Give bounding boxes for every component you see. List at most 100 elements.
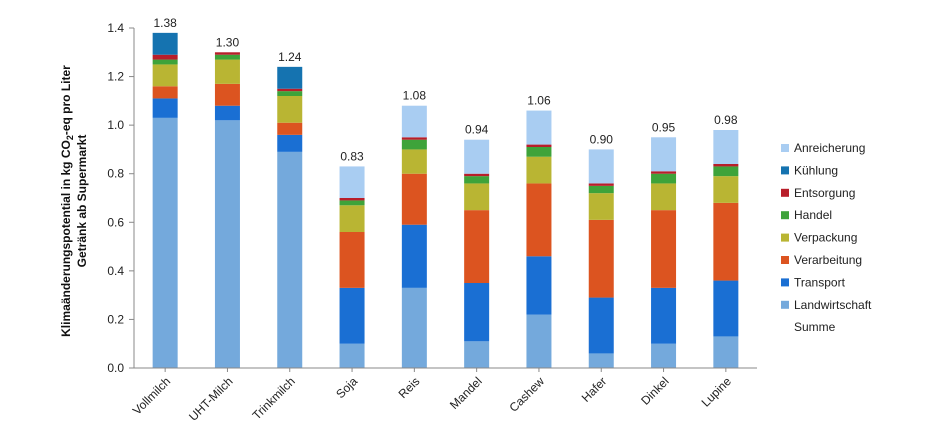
bar-segment-handel: [152, 59, 178, 65]
x-axis: Vollmilch UHT-Milch Trinkmilch Soja Reis Mand…: [130, 367, 757, 424]
y-tick-label: 0.6: [107, 215, 124, 229]
bar-segment-verpackung: [651, 183, 677, 211]
bar-segment-landwirtschaft: [401, 287, 427, 368]
bar-segment-landwirtschaft: [526, 314, 552, 368]
legend-label: Landwirtschaft: [794, 298, 872, 312]
bar-segment-handel: [713, 166, 739, 177]
bar-segment-verpackung: [152, 64, 178, 87]
total-label: 1.30: [216, 35, 240, 49]
x-tick-label: Reis: [396, 374, 423, 401]
bar-segment-landwirtschaft: [588, 353, 614, 368]
legend-swatch-landwirtschaft: [781, 300, 789, 309]
x-tick-label: Dinkel: [638, 374, 671, 407]
total-label: 0.98: [714, 113, 738, 127]
y-axis-label: Klimaänderungspotential in kg CO2-eq pro…: [59, 65, 89, 337]
y-tick-label: 0.0: [107, 361, 124, 375]
bar-segment-transport: [526, 256, 552, 315]
y-tick-label: 1.4: [107, 21, 124, 35]
bars: [152, 32, 739, 369]
legend-label: Verpackung: [794, 231, 857, 245]
bar-segment-anreicherung: [339, 166, 365, 198]
total-label: 1.06: [527, 94, 551, 108]
x-tick-label: Lupine: [699, 374, 735, 410]
x-tick-label: UHT-Milch: [186, 374, 235, 423]
bar-segment-entsorgung: [526, 144, 552, 147]
bar-segment-transport: [339, 287, 365, 344]
x-tick-label: Cashew: [507, 374, 548, 415]
bar-segment-anreicherung: [464, 139, 490, 174]
bar-segment-landwirtschaft: [339, 343, 365, 368]
bar-segment-verarbeitung: [214, 83, 240, 106]
legend-label: Summe: [794, 320, 836, 334]
total-label: 0.94: [465, 123, 489, 137]
bar-segment-verarbeitung: [152, 86, 178, 99]
legend-label: Verarbeitung: [794, 253, 862, 267]
legend: Anreicherung Kühlung Entsorgung Handel Verpa…: [781, 141, 872, 334]
total-label: 1.38: [153, 16, 177, 30]
legend-label: Transport: [794, 275, 846, 289]
x-tick-label: Soja: [333, 374, 360, 401]
bar-segment-entsorgung: [588, 183, 614, 186]
legend-label: Kühlung: [794, 163, 838, 177]
legend-swatch-verpackung: [781, 233, 789, 242]
legend-swatch-entsorgung: [781, 188, 789, 197]
bar-segment-landwirtschaft: [152, 117, 178, 368]
legend-swatch-anreicherung: [781, 144, 789, 152]
bar-segment-kühlung: [152, 32, 178, 55]
bar-segment-handel: [526, 147, 552, 157]
x-tick-label: Trinkmilch: [250, 374, 298, 422]
legend-swatch-handel: [781, 211, 789, 220]
bar-segment-verarbeitung: [651, 210, 677, 288]
bar-segment-transport: [713, 280, 739, 337]
bar-segment-entsorgung: [339, 198, 365, 201]
y-axis: 0.0 0.2 0.4 0.6 0.8 1.0 1.2 1.4: [107, 21, 135, 375]
legend-label: Entsorgung: [794, 186, 855, 200]
bar-segment-transport: [152, 98, 178, 118]
bar-segment-verarbeitung: [588, 219, 614, 298]
legend-swatch-verarbeitung: [781, 256, 789, 264]
bar-segment-transport: [464, 283, 490, 342]
bar-segment-verarbeitung: [464, 210, 490, 283]
bar-segment-transport: [651, 287, 677, 344]
y-tick-label: 0.8: [107, 167, 124, 181]
bar-segment-kühlung: [277, 66, 303, 89]
bar-segment-anreicherung: [526, 110, 552, 145]
bar-segment-verarbeitung: [339, 232, 365, 288]
y-tick-label: 1.0: [107, 118, 124, 132]
y-axis-label-line1-post: -eq pro Liter: [59, 65, 73, 135]
bar-segment-handel: [464, 176, 490, 184]
bar-segment-handel: [651, 173, 677, 184]
bar-segment-verpackung: [588, 193, 614, 220]
bar-segment-verpackung: [339, 205, 365, 232]
y-tick-label: 0.2: [107, 312, 124, 326]
total-label: 0.90: [590, 132, 614, 146]
bar-segment-entsorgung: [214, 52, 240, 55]
bar-segment-handel: [401, 139, 427, 150]
bar-segment-verarbeitung: [277, 122, 303, 135]
total-label: 1.24: [278, 50, 302, 64]
svg-text:Klimaänderungspotential in kg: Klimaänderungspotential in kg CO2-eq pro…: [59, 65, 75, 337]
bar-segment-entsorgung: [401, 137, 427, 140]
bar-segment-verarbeitung: [713, 202, 739, 281]
legend-label: Anreicherung: [794, 141, 865, 155]
bar-segment-verpackung: [214, 59, 240, 84]
bar-segment-verarbeitung: [526, 183, 552, 257]
bar-segment-transport: [277, 134, 303, 152]
x-tick-label: Mandel: [447, 374, 485, 412]
legend-swatch-transport: [781, 278, 789, 287]
bar-segment-handel: [339, 200, 365, 206]
y-tick-label: 0.4: [107, 264, 124, 278]
bar-segment-verpackung: [526, 156, 552, 184]
total-label: 1.08: [403, 89, 427, 103]
y-tick-label: 1.2: [107, 70, 124, 84]
bar-segment-transport: [588, 297, 614, 354]
bar-segment-anreicherung: [401, 105, 427, 138]
bar-segment-handel: [588, 185, 614, 194]
bar-segment-landwirtschaft: [651, 343, 677, 368]
y-axis-label-line1-pre: Klimaänderungspotential in kg CO: [59, 140, 73, 337]
bar-segment-entsorgung: [713, 164, 739, 167]
bar-segment-entsorgung: [651, 171, 677, 174]
legend-swatch-kühlung: [781, 166, 789, 175]
x-tick-label: Hafer: [579, 374, 610, 405]
bar-segment-handel: [214, 54, 240, 60]
